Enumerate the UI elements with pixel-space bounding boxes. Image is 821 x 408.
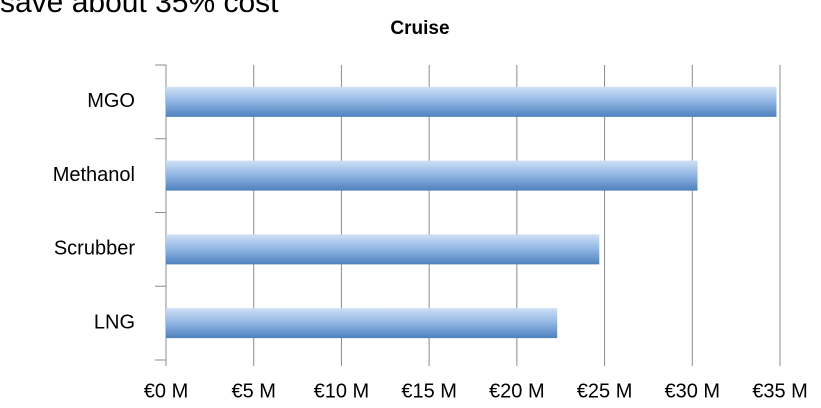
annotation: save about 35% cost <box>0 0 279 19</box>
bar <box>166 86 777 117</box>
y-tick-label: Methanol <box>53 164 135 186</box>
x-tick-label: €25 M <box>577 380 633 402</box>
x-tick-label: €30 M <box>664 380 720 402</box>
bar <box>166 160 698 191</box>
bar <box>166 308 558 339</box>
x-tick-label: €15 M <box>401 380 457 402</box>
x-tick-label: €5 M <box>231 380 275 402</box>
x-tick-label: €0 M <box>144 380 188 402</box>
y-tick-label: Scrubber <box>54 238 135 260</box>
bar <box>166 234 600 265</box>
x-tick-label: €10 M <box>314 380 370 402</box>
x-tick-label: €20 M <box>489 380 545 402</box>
chart-title: Cruise <box>390 18 449 39</box>
x-tick-label: €35 M <box>752 380 808 402</box>
y-tick-label: LNG <box>94 311 135 333</box>
y-tick-label: MGO <box>87 90 135 112</box>
